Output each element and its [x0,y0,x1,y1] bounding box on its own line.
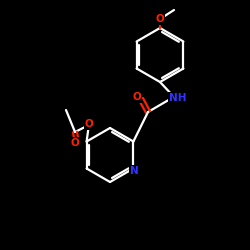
Text: O: O [156,14,164,24]
Text: O: O [132,92,141,102]
Text: O: O [71,138,80,148]
Text: N: N [130,166,139,175]
Text: NH: NH [169,93,187,103]
Text: O: O [84,119,94,129]
